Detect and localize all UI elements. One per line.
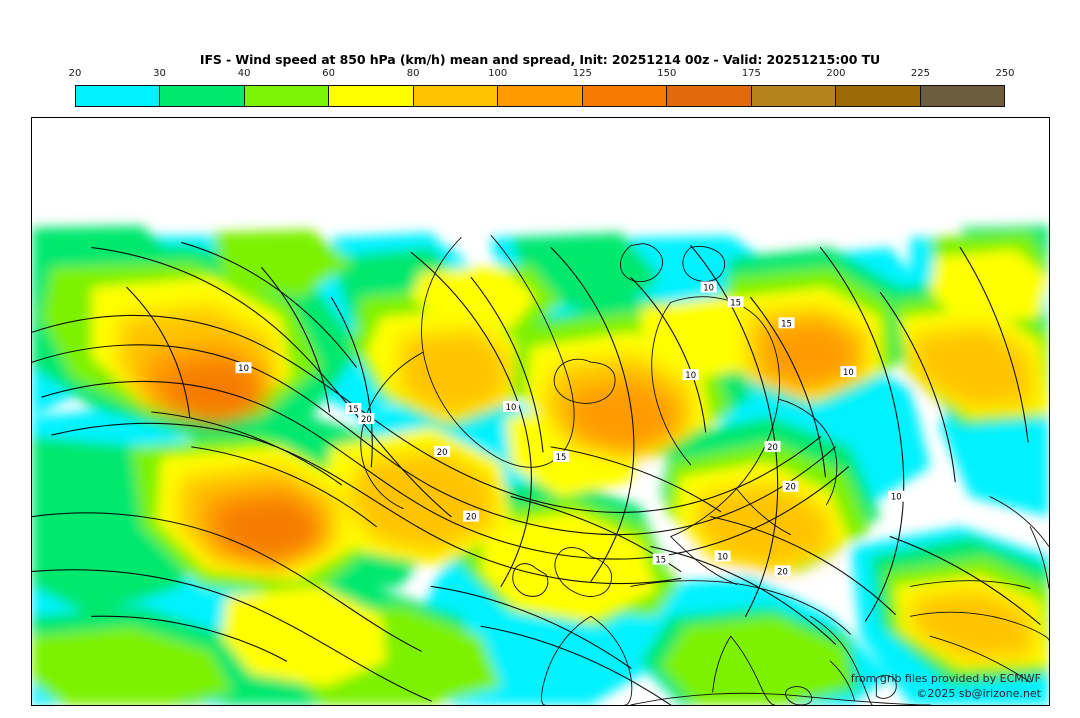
contour-label-bg: [888, 490, 905, 502]
colorbar-tick-225: 225: [910, 68, 930, 79]
contour-label-bg: [682, 369, 699, 381]
contour-label-bg: [552, 450, 569, 462]
contour-label: 20: [777, 566, 788, 576]
contour-label: 15: [730, 297, 741, 307]
contour-label: 10: [506, 402, 517, 412]
contour-label-bg: [503, 401, 520, 412]
colorbar-tick-20: 20: [68, 68, 82, 79]
contour-label: 20: [361, 414, 372, 424]
colorbar-segment-60-80: [329, 86, 414, 106]
contour-label: 15: [655, 554, 666, 564]
contour-label-bg: [235, 362, 252, 374]
colorbar-gradient: [75, 85, 1005, 107]
colorbar-tick-40: 40: [237, 68, 251, 79]
colorbar-tick-250: 250: [995, 68, 1015, 79]
colorbar-segment-125-150: [582, 86, 668, 106]
contour-label-bg: [463, 510, 480, 522]
colorbar-segment-150-175: [667, 86, 752, 106]
contour-label-bg: [727, 296, 744, 308]
colorbar-segment-175-200: [751, 86, 837, 106]
contour-label-bg: [652, 553, 669, 565]
contour-label-bg: [714, 550, 731, 562]
colorbar-tick-175: 175: [741, 68, 761, 79]
colorbar-segment-100-125: [498, 86, 583, 106]
colorbar-segment-20-30: [76, 86, 161, 106]
colorbar-segment-40-60: [244, 86, 330, 106]
contour-label-bg: [774, 565, 791, 577]
contour-label: 10: [717, 552, 728, 562]
colorbar-legend: 20 30 40 60 80 100 125 150 175 200 225 250: [69, 68, 1015, 108]
colorbar-segment-225-250: [920, 86, 1004, 106]
contour-label: 15: [781, 318, 792, 328]
contour-label: 20: [437, 447, 448, 457]
colorbar-tick-200: 200: [826, 68, 846, 79]
contour-label: 10: [703, 282, 714, 292]
colorbar-segment-80-100: [413, 86, 499, 106]
page-title: IFS - Wind speed at 850 hPa (km/h) mean …: [199, 52, 881, 67]
contour-label: 10: [238, 363, 249, 373]
contour-label: 20: [785, 482, 796, 492]
contour-label: 10: [685, 370, 696, 380]
colorbar-tick-100: 100: [488, 68, 508, 79]
colorbar-segment-200-225: [836, 86, 921, 106]
contour-label-bg: [764, 440, 781, 452]
contour-label-bg: [358, 412, 375, 424]
contour-label-bg: [782, 480, 799, 492]
colorbar-tick-60: 60: [322, 68, 335, 79]
colorbar-tick-80: 80: [406, 68, 420, 79]
colorbar-tick-150: 150: [657, 68, 677, 79]
colorbar-tick-labels: 20 30 40 60 80 100 125 150 175 200 225 250: [69, 68, 1015, 84]
contour-label: 15: [348, 404, 359, 414]
map-panel[interactable]: 10 15 20 20 10 15 15 20 10 10 15 20 10 20 10 15 10 20 fro…: [31, 117, 1050, 706]
contour-label: 10: [843, 367, 854, 377]
contour-label-bg: [778, 317, 795, 329]
contour-label: 10: [891, 492, 902, 502]
contour-label-bg: [434, 445, 451, 457]
contour-label-bg: [345, 403, 362, 414]
contour-label-bg: [700, 281, 717, 293]
contour-label-bg: [840, 366, 857, 378]
colorbar-tick-125: 125: [572, 68, 592, 79]
contour-label: 15: [556, 452, 567, 462]
contour-label: 20: [767, 442, 778, 452]
colorbar-segment-30-40: [160, 86, 245, 106]
colorbar-tick-30: 30: [153, 68, 166, 79]
contour-label: 20: [466, 512, 477, 522]
